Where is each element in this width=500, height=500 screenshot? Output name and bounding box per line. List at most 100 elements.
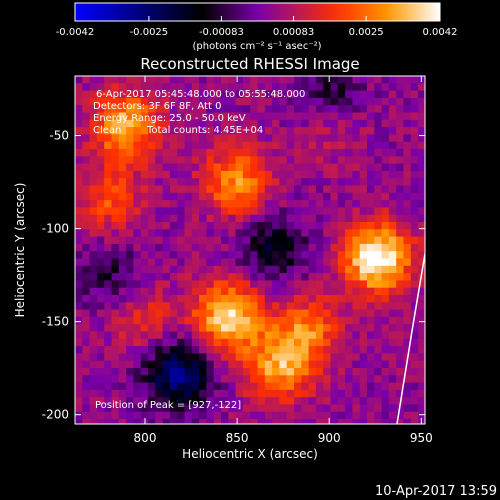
heatmap-cell: [177, 251, 185, 259]
heatmap-cell: [169, 331, 178, 340]
heatmap-cell: [257, 368, 266, 376]
heatmap-cell: [337, 236, 346, 245]
heatmap-cell: [118, 119, 127, 128]
heatmap-cell: [126, 192, 134, 201]
heatmap-cell: [323, 200, 331, 208]
heatmap-cell: [82, 170, 90, 179]
heatmap-cell: [330, 360, 339, 369]
heatmap-cell: [294, 207, 302, 216]
heatmap-cell: [89, 316, 98, 325]
heatmap-cell: [301, 134, 309, 143]
heatmap-cell: [330, 163, 339, 172]
heatmap-cell: [410, 251, 419, 259]
heatmap-cell: [148, 97, 156, 106]
heatmap-cell: [191, 265, 200, 274]
heatmap-cell: [381, 163, 390, 172]
heatmap-cell: [140, 134, 149, 143]
heatmap-cell: [403, 368, 412, 376]
heatmap-cell: [396, 141, 404, 150]
heatmap-cell: [257, 389, 266, 398]
heatmap-cell: [272, 302, 280, 310]
heatmap-cell: [213, 156, 222, 164]
heatmap-cell: [133, 207, 142, 216]
heatmap-cell: [199, 119, 207, 128]
heatmap-cell: [104, 295, 112, 303]
heatmap-cell: [118, 207, 127, 216]
heatmap-cell: [184, 222, 193, 230]
heatmap-cell: [403, 251, 412, 259]
heatmap-cell: [257, 170, 266, 179]
heatmap-cell: [352, 163, 361, 172]
heatmap-cell: [191, 149, 200, 157]
heatmap-cell: [250, 287, 258, 296]
heatmap-cell: [75, 207, 83, 216]
heatmap-cell: [126, 112, 134, 121]
heatmap-cell: [410, 273, 419, 281]
heatmap-cell: [148, 251, 156, 259]
heatmap-cell: [388, 207, 397, 216]
heatmap-cell: [228, 382, 236, 391]
heatmap-cell: [337, 411, 346, 420]
heatmap-cell: [279, 280, 288, 289]
heatmap-cell: [104, 163, 112, 172]
annotation-counts: Total counts: 4.45E+04: [146, 125, 263, 136]
heatmap-cell: [315, 214, 324, 223]
heatmap-cell: [272, 127, 280, 135]
heatmap-cell: [213, 170, 222, 179]
heatmap-cell: [301, 251, 309, 259]
heatmap-cell: [257, 397, 266, 405]
heatmap-cell: [352, 192, 361, 201]
y-tick-label: -100: [42, 222, 69, 236]
heatmap-cell: [169, 309, 178, 318]
heatmap-cell: [82, 97, 90, 106]
heatmap-cell: [337, 360, 346, 369]
heatmap-cell: [345, 141, 353, 150]
heatmap-cell: [388, 389, 397, 398]
heatmap-cell: [286, 178, 295, 186]
heatmap-cell: [294, 76, 302, 84]
heatmap-cell: [104, 105, 112, 113]
heatmap-cell: [359, 346, 368, 354]
heatmap-cell: [213, 287, 222, 296]
heatmap-cell: [235, 251, 244, 259]
heatmap-cell: [126, 295, 134, 303]
heatmap-cell: [410, 97, 419, 106]
heatmap-cell: [162, 200, 171, 208]
heatmap-cell: [388, 97, 397, 106]
heatmap-cell: [301, 360, 309, 369]
heatmap-cell: [257, 346, 266, 354]
heatmap-cell: [242, 127, 251, 135]
heatmap-cell: [352, 105, 361, 113]
heatmap-cell: [191, 411, 200, 420]
heatmap-cell: [352, 258, 361, 267]
heatmap-cell: [162, 192, 171, 201]
heatmap-cell: [396, 229, 404, 237]
heatmap-cell: [82, 316, 90, 325]
heatmap-cell: [96, 265, 105, 274]
heatmap-cell: [177, 134, 185, 143]
heatmap-cell: [184, 141, 193, 150]
heatmap-cell: [235, 90, 244, 99]
heatmap-cell: [82, 287, 90, 296]
heatmap-cell: [242, 163, 251, 172]
heatmap-cell: [235, 346, 244, 354]
heatmap-cell: [418, 163, 425, 172]
heatmap-cell: [257, 163, 266, 172]
heatmap-cell: [418, 309, 425, 318]
heatmap-cell: [242, 353, 251, 362]
heatmap-cell: [388, 141, 397, 150]
heatmap-cell: [104, 273, 112, 281]
heatmap-cell: [286, 309, 295, 318]
heatmap-cell: [155, 97, 163, 106]
heatmap-cell: [367, 419, 375, 424]
heatmap-cell: [396, 170, 404, 179]
heatmap-cell: [199, 163, 207, 172]
heatmap-cell: [235, 375, 244, 383]
heatmap-cell: [104, 236, 112, 245]
heatmap-cell: [418, 331, 425, 340]
colorbar-unit-label: (photons cm⁻² s⁻¹ asec⁻²): [192, 41, 321, 52]
heatmap-cell: [126, 127, 134, 135]
heatmap-cell: [279, 251, 288, 259]
heatmap-cell: [169, 280, 178, 289]
heatmap-cell: [323, 97, 331, 106]
